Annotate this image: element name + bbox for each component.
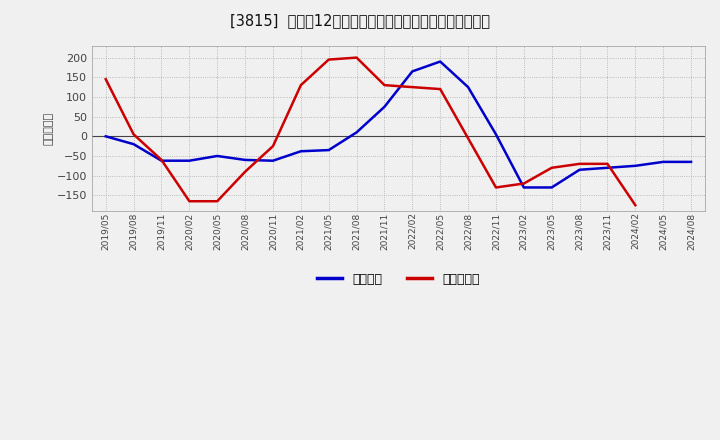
Y-axis label: （百万円）: （百万円） [44,112,54,145]
Text: [3815]  利益の12か月移動合計の対前年同期増減額の推移: [3815] 利益の12か月移動合計の対前年同期増減額の推移 [230,13,490,28]
Legend: 経常利益, 当期純利益: 経常利益, 当期純利益 [312,268,485,291]
